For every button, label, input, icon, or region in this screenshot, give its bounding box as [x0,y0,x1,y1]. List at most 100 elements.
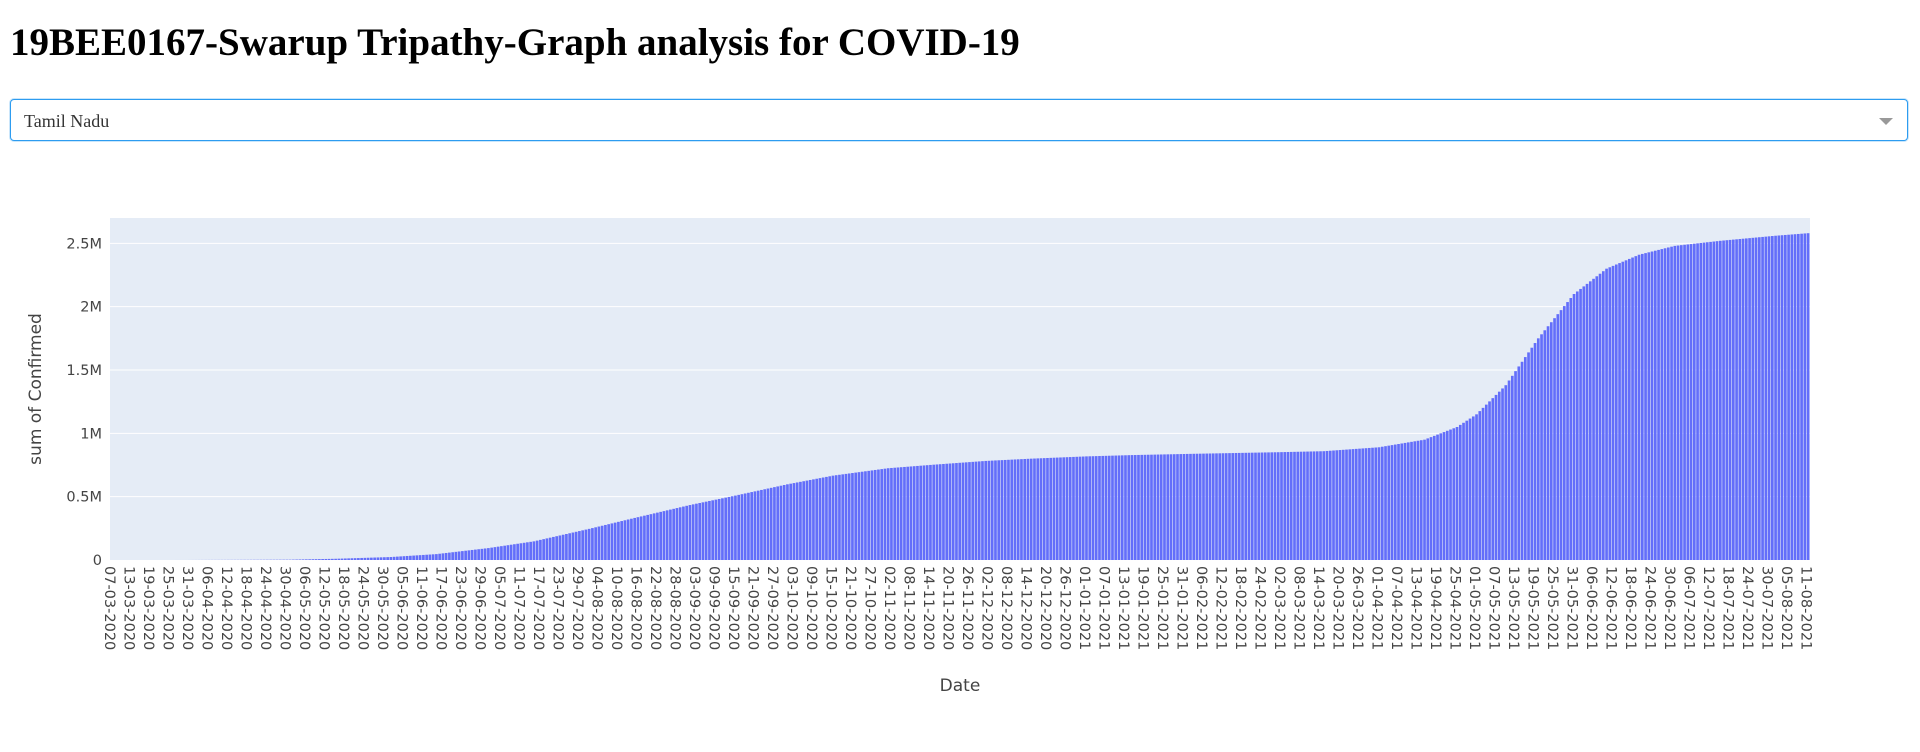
bar[interactable] [415,555,419,560]
bar[interactable] [301,559,305,560]
bar[interactable] [1582,286,1586,560]
bar[interactable] [1387,445,1391,560]
bar[interactable] [389,557,393,560]
bar[interactable] [1569,298,1573,560]
bar[interactable] [698,503,702,560]
bar[interactable] [1263,452,1267,560]
bar[interactable] [701,502,705,560]
bar[interactable] [461,551,464,560]
bar[interactable] [1731,239,1735,561]
bar[interactable] [1501,388,1504,560]
bar[interactable] [412,555,415,560]
bar[interactable] [1211,453,1215,560]
bar[interactable] [994,460,997,560]
bar[interactable] [942,463,945,560]
bar[interactable] [1345,449,1348,560]
bar[interactable] [626,519,630,560]
bar[interactable] [652,513,656,560]
bar[interactable] [974,461,978,560]
bar[interactable] [1800,233,1803,560]
bar[interactable] [1484,404,1488,560]
bar[interactable] [1302,451,1306,560]
bar[interactable] [1536,338,1540,560]
bar[interactable] [860,471,864,560]
bar[interactable] [828,476,832,560]
bar[interactable] [535,540,539,560]
bar[interactable] [1527,352,1530,560]
bar[interactable] [1598,273,1602,560]
bar[interactable] [1660,249,1664,560]
bar[interactable] [1468,418,1472,560]
bar[interactable] [366,557,370,560]
bar[interactable] [353,558,357,560]
bar[interactable] [422,554,425,560]
bar[interactable] [630,518,633,560]
bar[interactable] [977,461,981,560]
bar[interactable] [1559,310,1563,560]
bar[interactable] [1510,375,1514,560]
bar[interactable] [383,557,386,560]
bar[interactable] [688,505,692,560]
bar[interactable] [912,466,916,560]
bar[interactable] [1426,438,1430,560]
bar[interactable] [1276,452,1280,560]
bar[interactable] [841,474,845,560]
bar[interactable] [438,553,441,560]
bar[interactable] [545,538,549,560]
bar[interactable] [1673,245,1677,560]
bar[interactable] [821,477,825,561]
bar[interactable] [1315,451,1319,560]
bar[interactable] [1377,447,1381,560]
bar[interactable] [636,517,640,560]
bar[interactable] [1761,236,1764,560]
bar[interactable] [1449,429,1452,560]
bar[interactable] [318,559,321,560]
bar[interactable] [721,498,724,560]
bar[interactable] [932,464,936,560]
bar[interactable] [776,486,780,560]
bar[interactable] [685,505,688,560]
bar[interactable] [493,547,497,560]
bar[interactable] [467,550,471,560]
bar[interactable] [435,554,438,560]
bar[interactable] [1143,454,1147,560]
bar[interactable] [675,508,679,560]
bar[interactable] [1702,242,1706,561]
bar[interactable] [818,478,822,560]
bar[interactable] [409,555,412,560]
bar[interactable] [483,548,487,560]
bar[interactable] [396,556,399,560]
bar[interactable] [1367,447,1371,560]
bar[interactable] [1637,254,1641,560]
bar[interactable] [893,467,897,560]
bar[interactable] [1192,453,1196,560]
bar[interactable] [1465,420,1469,560]
bar[interactable] [623,520,627,560]
bar[interactable] [1257,452,1261,560]
bar[interactable] [1085,456,1088,560]
bar[interactable] [1683,244,1686,560]
bar[interactable] [1380,446,1384,560]
bar[interactable] [1065,457,1069,560]
bar[interactable] [1163,454,1166,560]
bar[interactable] [779,485,783,560]
bar[interactable] [327,558,331,560]
bar[interactable] [347,558,350,560]
bar[interactable] [1413,441,1417,560]
bar[interactable] [1140,454,1144,560]
bar[interactable] [1332,450,1335,561]
bar[interactable] [337,558,341,560]
bar[interactable] [1406,442,1410,560]
bar[interactable] [1653,250,1657,560]
bar[interactable] [1419,440,1423,560]
bar[interactable] [1267,452,1270,560]
bar[interactable] [1172,454,1176,560]
bar[interactable] [1068,457,1072,560]
bar[interactable] [571,532,575,560]
bar[interactable] [844,473,848,560]
bar[interactable] [1078,456,1082,560]
bar[interactable] [890,467,893,560]
bar[interactable] [1023,458,1027,560]
bar[interactable] [565,534,568,560]
bar[interactable] [425,554,428,560]
